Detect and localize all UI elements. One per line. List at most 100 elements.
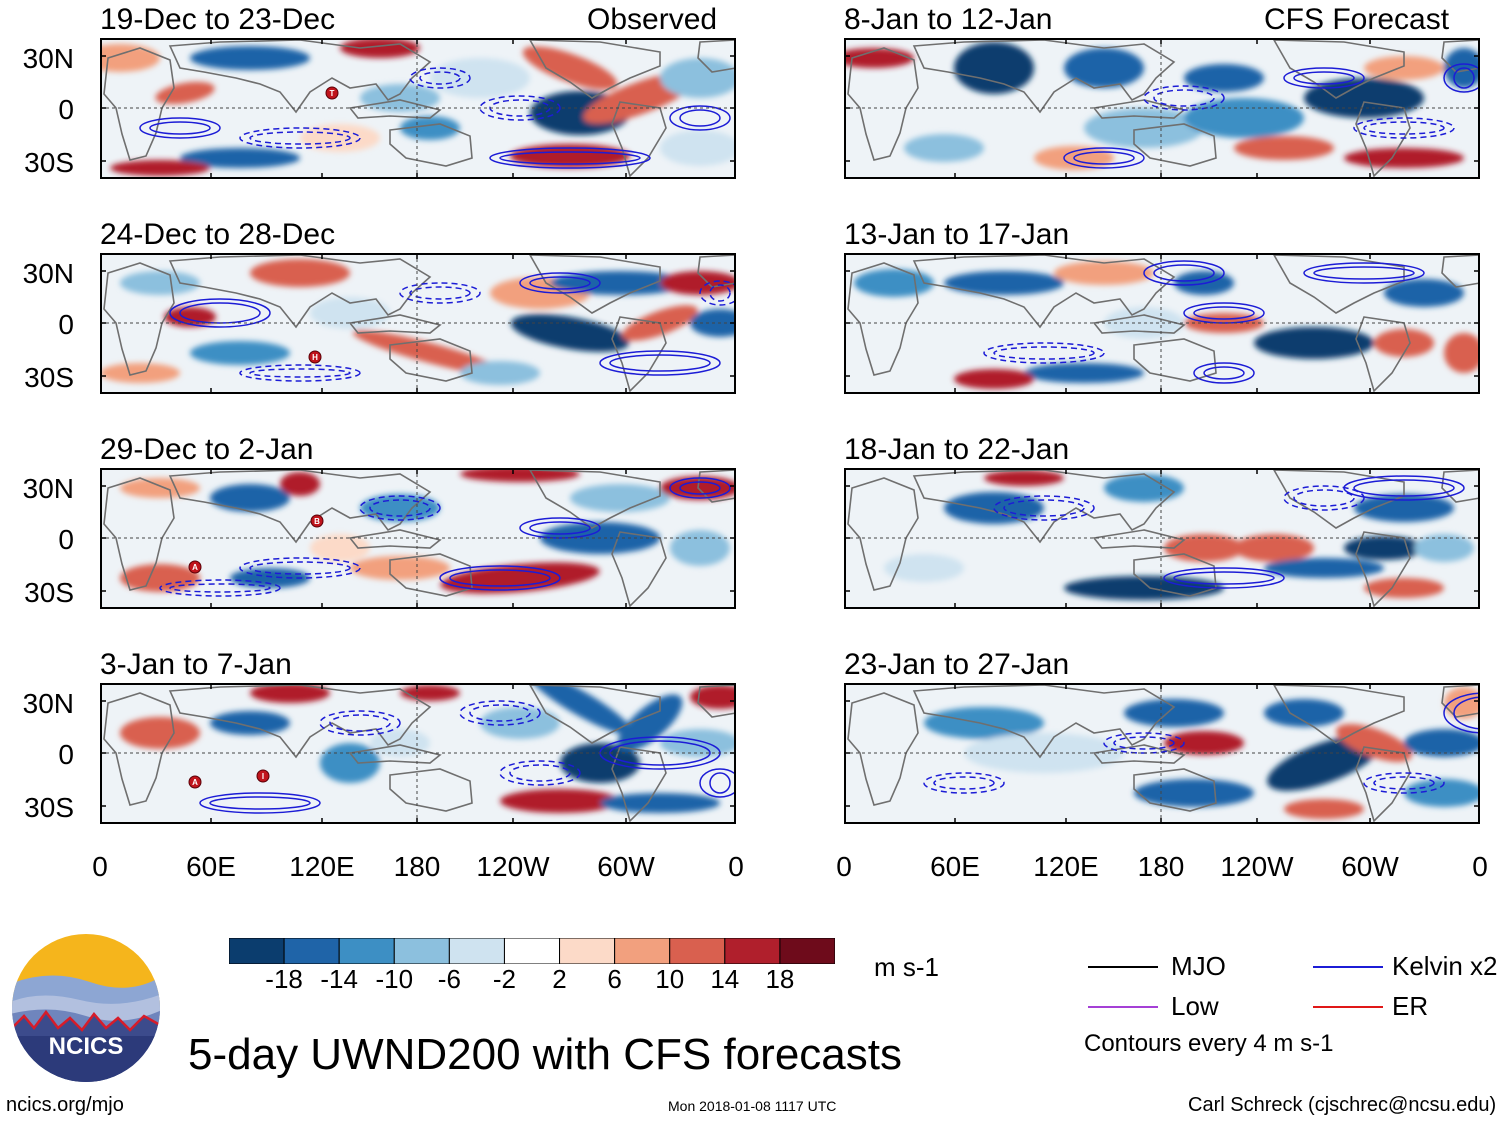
contour-note: Contours every 4 m s-1: [1084, 1030, 1334, 1057]
coastline: [1133, 123, 1217, 167]
anomaly-region: [1267, 735, 1381, 791]
legend-line-er: [1313, 1006, 1383, 1008]
anomaly-region: [924, 707, 1044, 739]
anomaly-region: [1264, 558, 1384, 578]
footer-url[interactable]: ncics.org/mjo: [6, 1094, 124, 1116]
kelvin-contour: [1203, 366, 1245, 380]
map-frame: [100, 253, 736, 394]
coastline: [1133, 768, 1217, 812]
lon-label: 60E: [186, 851, 236, 882]
anomaly-region: [250, 683, 330, 703]
colorbar-swatch: [724, 938, 781, 964]
kelvin-contour: [1153, 89, 1215, 107]
colorbar-tick-label: 10: [655, 964, 685, 994]
colorbar-swatch: [669, 938, 726, 964]
anomaly-region: [660, 729, 736, 757]
kelvin-contour: [1363, 772, 1445, 794]
kelvin-contour: [1293, 71, 1355, 85]
anomaly-region: [280, 472, 320, 496]
lon-label: 120E: [289, 851, 355, 882]
lon-label: 180: [1137, 851, 1185, 882]
coastline: [389, 553, 473, 597]
map-svg: T: [100, 38, 736, 179]
map-svg: H: [100, 253, 736, 394]
anomaly-region: [660, 58, 736, 98]
lon-label: 0: [836, 851, 852, 882]
kelvin-contour: [329, 714, 391, 732]
lat-label: 30S: [24, 362, 74, 393]
kelvin-contour: [669, 105, 731, 131]
kelvin-contour: [489, 147, 651, 169]
storm-letter: B: [314, 517, 320, 526]
kelvin-contour: [1193, 306, 1255, 320]
kelvin-contour: [159, 579, 281, 597]
lat-label: 30S: [24, 147, 74, 178]
anomaly-region: [400, 685, 460, 701]
coastline: [103, 262, 175, 376]
coastline: [912, 469, 1176, 544]
map-panel-obs-1: T: [100, 38, 736, 179]
lon-label: 0: [728, 851, 744, 882]
anomaly-region: [340, 38, 420, 58]
kelvin-contour: [249, 368, 351, 378]
kelvin-contour: [519, 517, 601, 539]
kelvin-contour: [439, 565, 561, 591]
map-svg: BA: [100, 468, 736, 609]
kelvin-contour: [699, 768, 736, 798]
anomaly-region: [100, 44, 160, 72]
kelvin-contour: [1373, 776, 1435, 790]
coastline: [1355, 101, 1411, 178]
anomaly-region: [854, 269, 934, 297]
map-frame: [100, 468, 736, 609]
panel-title-fc-3: 18-Jan to 22-Jan: [844, 433, 1070, 466]
kelvin-contour: [169, 298, 271, 328]
coastline: [847, 477, 919, 591]
coastline: [389, 338, 473, 382]
kelvin-contour: [993, 495, 1095, 521]
colorbar-tick-label: -2: [492, 964, 517, 994]
lon-label: 120E: [1033, 851, 1099, 882]
colorbar-swatch: [338, 938, 395, 964]
colorbar-swatch: [503, 938, 561, 964]
anomaly-region: [1444, 333, 1480, 373]
ncics-logo: NCICS: [12, 934, 160, 1082]
anomaly-region: [954, 369, 1034, 389]
coastline: [912, 39, 1176, 114]
kelvin-contour: [1173, 571, 1275, 585]
kelvin-contour: [1353, 117, 1455, 139]
legend-line-kelvin: [1313, 966, 1383, 968]
anomaly-region: [460, 361, 540, 385]
kelvin-contour: [529, 521, 591, 535]
kelvin-contour: [529, 276, 591, 290]
lon-label: 120W: [1220, 851, 1294, 882]
kelvin-contour: [1073, 151, 1135, 165]
anomaly-region: [1444, 687, 1480, 719]
map-svg: AI: [100, 683, 736, 824]
kelvin-contour: [399, 282, 481, 304]
anomaly-region: [1234, 534, 1314, 562]
kelvin-contour: [933, 776, 995, 790]
column-label-observed: Observed: [587, 3, 718, 36]
kelvin-contour: [1143, 85, 1225, 111]
coastline: [348, 314, 442, 334]
anomaly-region: [1344, 148, 1464, 168]
storm-letter: A: [192, 778, 198, 787]
colorbar-tick-label: -18: [265, 964, 303, 994]
storm-letter: T: [330, 89, 335, 98]
colorbar-swatch: [559, 938, 616, 964]
storm-marker: T: [325, 86, 339, 100]
anomaly-region: [350, 556, 450, 580]
coastline: [348, 529, 442, 549]
panel-title-obs-1: 19-Dec to 23-Dec: [100, 3, 336, 36]
coastline: [389, 768, 473, 812]
coastline: [1133, 553, 1217, 597]
map-panel-obs-2: H: [100, 253, 736, 394]
units-label: m s-1: [874, 952, 939, 982]
legend-label-kelvin: Kelvin x2: [1392, 951, 1498, 981]
storm-marker: B: [310, 514, 324, 528]
anomaly-region: [1384, 279, 1464, 307]
kelvin-contour: [139, 117, 221, 139]
kelvin-contour: [699, 280, 736, 306]
lon-label: 60W: [1341, 851, 1399, 882]
